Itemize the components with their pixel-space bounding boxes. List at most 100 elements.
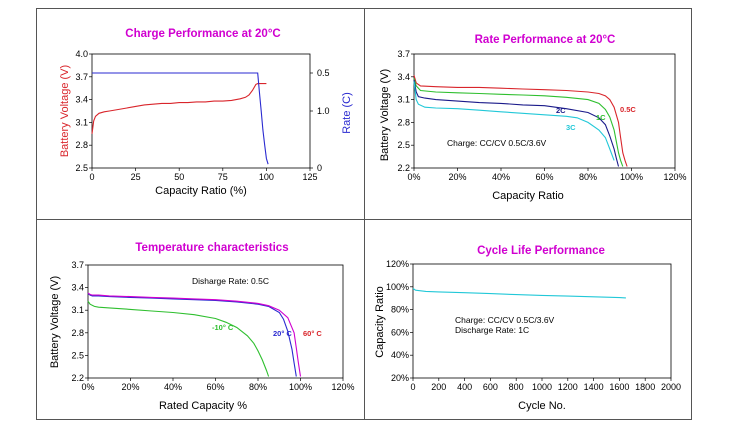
y2-tick-label: 0.5 — [317, 68, 330, 78]
y-tick-label: 2.5 — [75, 163, 88, 173]
rate-label-1c: 1C — [596, 113, 606, 122]
temp-lines — [87, 292, 302, 377]
charge-y2-label: Rate (C) — [341, 92, 353, 134]
x-tick-label: 0% — [81, 382, 94, 392]
y-tick-label: 3.7 — [397, 49, 410, 59]
series-line--10-c — [87, 300, 270, 377]
cycle-x-label: Cycle No. — [518, 400, 566, 412]
rate-x-label: Capacity Ratio — [492, 190, 564, 202]
panel-frame-cycle — [364, 219, 692, 420]
x-tick-label: 20% — [448, 172, 466, 182]
y-tick-label: 3.1 — [397, 95, 410, 105]
x-tick-label: 80% — [249, 382, 267, 392]
x-tick-label: 1400 — [584, 382, 604, 392]
x-tick-label: 125 — [302, 172, 317, 182]
series-line-60-c — [87, 292, 302, 377]
series-line-capacity — [412, 288, 626, 299]
y-tick-label: 2.8 — [71, 328, 84, 338]
y-tick-label: 100% — [386, 282, 409, 292]
charge-y2-ticks: 0 1.0 0.5 — [310, 68, 330, 173]
charge-x-ticks: 0 25 50 75 100 125 — [89, 168, 318, 182]
y2-tick-label: 1.0 — [317, 106, 330, 116]
y-tick-label: 3.1 — [75, 117, 88, 127]
y-tick-label: 3.7 — [71, 260, 84, 270]
x-tick-label: 1800 — [635, 382, 655, 392]
charge-performance-chart: Charge Performance at 20°C 0 25 50 75 100 125… — [59, 28, 353, 197]
y-tick-label: 2.8 — [75, 140, 88, 150]
temp-y-ticks: 2.2 2.5 2.8 3.1 3.4 3.7 — [71, 260, 88, 383]
charge-x-label: Capacity Ratio (%) — [155, 185, 247, 197]
charge-lines — [91, 72, 269, 165]
temperature-chart: Temperature characteristics 0% 20% 40% 60% 8… — [49, 242, 355, 412]
rate-performance-chart: Rate Performance at 20°C 0% 20% 40% 60% 80% 1… — [379, 34, 687, 202]
temp-x-ticks: 0% 20% 40% 60% 80% 100% 120% — [81, 378, 355, 392]
x-tick-label: 2000 — [661, 382, 681, 392]
rate-y-label: Battery Voltage (V) — [379, 69, 391, 161]
y-tick-label: 2.5 — [71, 350, 84, 360]
x-tick-label: 100% — [289, 382, 312, 392]
rate-charge-annotation: Charge: CC/CV 0.5C/3.6V — [447, 138, 547, 148]
x-tick-label: 60% — [206, 382, 224, 392]
cycle-y-ticks: 20% 40% 60% 80% 100% 120% — [386, 259, 413, 383]
series-line-voltage — [91, 83, 267, 134]
x-tick-label: 100% — [620, 172, 643, 182]
y-tick-label: 2.2 — [397, 163, 410, 173]
x-tick-label: 120% — [663, 172, 686, 182]
y-tick-label: 40% — [391, 350, 409, 360]
temp-label-60: 60° C — [303, 329, 322, 338]
y-tick-label: 3.4 — [71, 283, 84, 293]
y-tick-label: 3.1 — [71, 305, 84, 315]
x-tick-label: 60% — [535, 172, 553, 182]
x-tick-label: 40% — [164, 382, 182, 392]
temp-label-minus10: -10° C — [212, 323, 234, 332]
charge-y-label: Battery Voltage (V) — [59, 65, 71, 157]
y-tick-label: 2.2 — [71, 373, 84, 383]
x-tick-label: 20% — [121, 382, 139, 392]
x-tick-label: 50 — [174, 172, 184, 182]
charge-y-ticks: 2.5 2.8 3.1 3.4 3.7 4.0 — [75, 49, 92, 173]
y-tick-label: 3.7 — [75, 72, 88, 82]
cycle-y-label: Capacity Ratio — [374, 286, 386, 358]
series-line-3c — [413, 81, 615, 161]
cycle-x-ticks: 0 200 400 600 800 1000 1200 1400 1600 1800 2000 — [410, 378, 681, 392]
x-tick-label: 0 — [410, 382, 415, 392]
y-tick-label: 3.4 — [75, 95, 88, 105]
rate-lines — [413, 75, 628, 167]
series-line-0-5c — [413, 75, 628, 167]
y-tick-label: 20% — [391, 373, 409, 383]
rate-plot-area — [413, 53, 676, 169]
rate-chart-title: Rate Performance at 20°C — [475, 34, 616, 46]
temp-discharge-annotation: Disharge Rate: 0.5C — [192, 276, 269, 286]
temp-label-20: 20° C — [273, 329, 292, 338]
x-tick-label: 40% — [492, 172, 510, 182]
cycle-lines — [412, 288, 626, 299]
x-tick-label: 600 — [483, 382, 498, 392]
y-tick-label: 4.0 — [75, 49, 88, 59]
temp-chart-title: Temperature characteristics — [135, 242, 288, 254]
x-tick-label: 0% — [407, 172, 420, 182]
y-tick-label: 3.4 — [397, 72, 410, 82]
series-line-rate — [92, 72, 269, 165]
x-tick-label: 400 — [457, 382, 472, 392]
series-line-20-c — [87, 293, 297, 377]
x-tick-label: 80% — [579, 172, 597, 182]
cycle-life-chart: Cycle Life Performance 0 200 400 600 800 1000… — [374, 245, 681, 412]
x-tick-label: 75 — [218, 172, 228, 182]
y-tick-label: 80% — [391, 305, 409, 315]
x-tick-label: 1600 — [609, 382, 629, 392]
rate-x-ticks: 0% 20% 40% 60% 80% 100% 120% — [407, 168, 687, 182]
cycle-discharge-annotation: Discharge Rate: 1C — [455, 325, 529, 335]
rate-label-2c: 2C — [556, 106, 566, 115]
series-line-1c — [413, 78, 624, 167]
y-tick-label: 2.5 — [397, 140, 410, 150]
rate-y-ticks: 2.2 2.5 2.8 3.1 3.4 3.7 — [397, 49, 414, 173]
rate-label-3c: 3C — [566, 123, 576, 132]
x-tick-label: 25 — [131, 172, 141, 182]
y-tick-label: 120% — [386, 259, 409, 269]
temp-x-label: Rated Capacity % — [159, 400, 247, 412]
rate-label-0-5c: 0.5C — [620, 105, 636, 114]
x-tick-label: 200 — [431, 382, 446, 392]
x-tick-label: 100 — [259, 172, 274, 182]
y-tick-label: 2.8 — [397, 117, 410, 127]
cycle-chart-title: Cycle Life Performance — [477, 245, 605, 257]
